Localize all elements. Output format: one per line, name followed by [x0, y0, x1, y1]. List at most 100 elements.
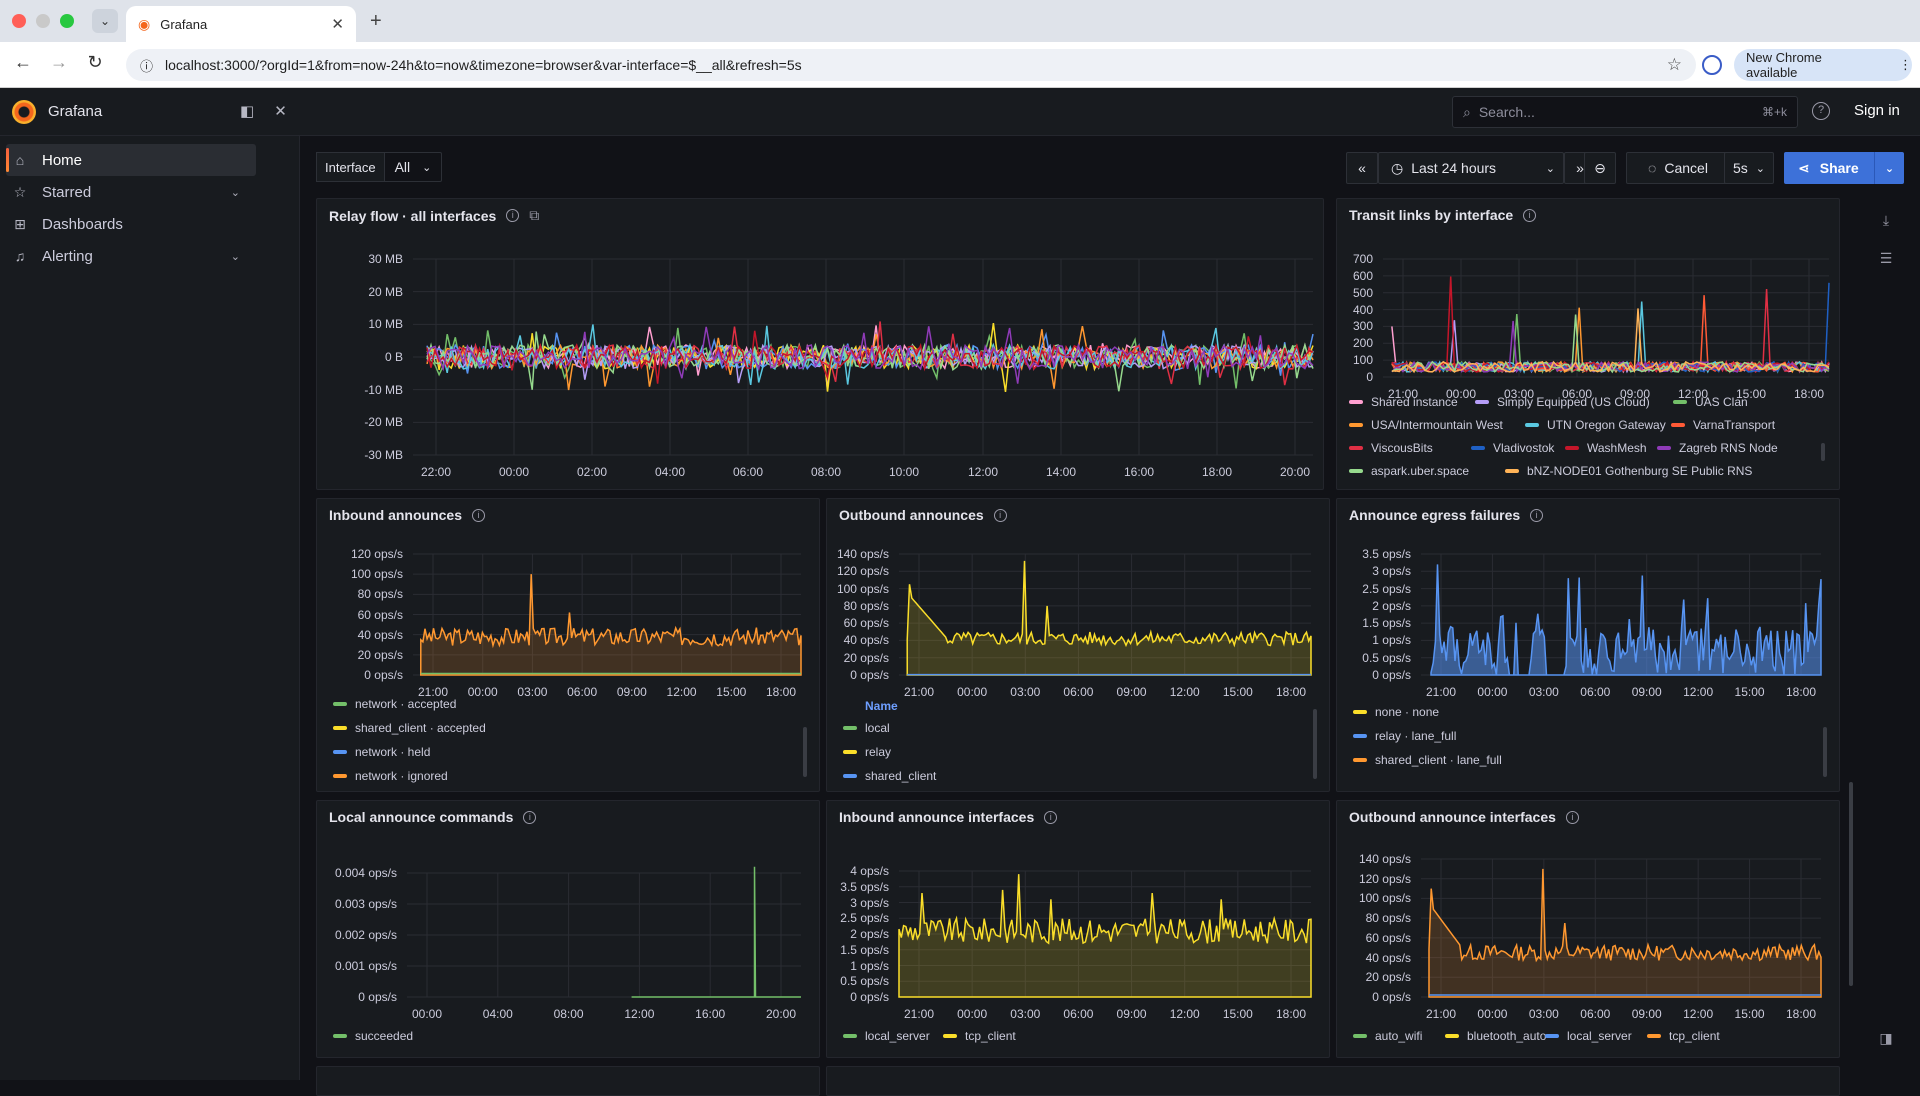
plot-area[interactable] [1337, 199, 1840, 490]
legend-item[interactable]: shared_client · accepted [333, 721, 486, 735]
legend-scrollbar[interactable] [1823, 727, 1827, 777]
chevron-down-icon[interactable]: ⌄ [230, 186, 240, 199]
plot-area[interactable] [317, 199, 1324, 490]
legend-item[interactable]: Simply Equipped (US Cloud) [1475, 395, 1650, 409]
panel-title-text[interactable]: Outbound announces [839, 507, 984, 523]
legend-item[interactable]: USA/Intermountain West [1349, 418, 1503, 432]
dock-panel-icon[interactable]: ◨ [1879, 1030, 1893, 1046]
panel-title-text[interactable]: Outbound announce interfaces [1349, 809, 1556, 825]
legend-item[interactable]: bluetooth_auto [1445, 1029, 1546, 1043]
sign-in-link[interactable]: Sign in [1854, 102, 1900, 119]
site-info-icon[interactable]: ⓘ [140, 58, 154, 74]
plot-area[interactable] [317, 801, 820, 1058]
dock-menu-icon[interactable]: ◧ [240, 103, 255, 120]
legend-item[interactable]: Zagreb RNS Node [1657, 441, 1778, 455]
tab-search-button[interactable]: ⌄ [92, 9, 118, 33]
legend-item[interactable]: local_server [1545, 1029, 1632, 1043]
legend-item[interactable]: succeeded [333, 1029, 413, 1043]
plot-area[interactable] [1337, 801, 1840, 1058]
minimize-window-button[interactable] [36, 14, 50, 28]
page-scrollbar[interactable] [1849, 782, 1853, 986]
time-range-picker[interactable]: ◷ Last 24 hours ⌄ [1378, 152, 1564, 184]
bookmark-star-icon[interactable]: ☆ [1666, 55, 1682, 74]
legend-item[interactable]: tcp_client [1647, 1029, 1720, 1043]
legend-item[interactable]: shared_client · lane_full [1353, 753, 1502, 767]
outline-icon[interactable]: ☰ [1879, 250, 1893, 266]
plot-area[interactable] [827, 801, 1330, 1058]
legend-item[interactable]: UTN Oregon Gateway [1525, 418, 1666, 432]
legend-item[interactable]: tcp_client [943, 1029, 1016, 1043]
legend-item[interactable]: network · held [333, 745, 430, 759]
legend-item[interactable]: relay [843, 745, 891, 759]
chevron-down-icon[interactable]: ⌄ [230, 250, 240, 263]
reload-icon[interactable]: ↻ [87, 52, 103, 72]
info-icon[interactable]: i [1523, 208, 1537, 222]
share-button[interactable]: ⋖ Share ⌄ [1784, 152, 1904, 184]
time-back-button[interactable]: « [1346, 152, 1378, 184]
legend-item[interactable]: aspark.uber.space [1349, 464, 1469, 478]
panel-title-text[interactable]: Inbound announce interfaces [839, 809, 1035, 825]
legend-item[interactable]: network · ignored [333, 769, 448, 783]
info-icon[interactable]: i [472, 508, 485, 522]
legend-item[interactable]: WashMesh [1565, 441, 1647, 455]
close-menu-icon[interactable]: ✕ [274, 103, 287, 120]
grafana-logo-icon[interactable] [12, 100, 36, 124]
legend-item[interactable]: bNZ-NODE01 Gothenburg SE Public RNS [1505, 464, 1752, 478]
legend-item[interactable]: none · none [1353, 705, 1439, 719]
info-icon[interactable]: i [1565, 810, 1579, 824]
share-options-chevron-icon[interactable]: ⌄ [1874, 152, 1904, 184]
legend-item[interactable]: ViscousBits [1349, 441, 1433, 455]
panel-title-text[interactable]: Relay flow · all interfaces [329, 207, 497, 224]
download-icon[interactable]: ⤓ [1882, 212, 1890, 228]
legend-item[interactable]: Shared instance [1349, 395, 1458, 409]
legend-item[interactable]: network · accepted [333, 697, 456, 711]
sidebar-item-home[interactable]: ⌂ Home [6, 144, 256, 176]
legend-item[interactable]: local [843, 721, 890, 735]
legend-item[interactable]: Vladivostok [1471, 441, 1554, 455]
info-icon[interactable]: i [1044, 810, 1058, 824]
legend-scrollbar[interactable] [1313, 709, 1317, 779]
close-tab-icon[interactable]: ✕ [331, 16, 344, 33]
legend-item[interactable]: relay · lane_full [1353, 729, 1456, 743]
panel-title-text[interactable]: Transit links by interface [1349, 207, 1514, 223]
zoom-out-button[interactable]: ⊖ [1584, 152, 1616, 184]
close-window-button[interactable] [12, 14, 26, 28]
plot-area[interactable] [827, 499, 1330, 792]
legend-item[interactable]: auto_wifi [1353, 1029, 1422, 1043]
help-icon[interactable]: ? [1812, 102, 1830, 120]
panel-title-text[interactable]: Local announce commands [329, 809, 514, 825]
variable-select[interactable]: All ⌄ [384, 152, 443, 182]
sidebar-item-alerting[interactable]: ♫ Alerting ⌄ [6, 240, 256, 272]
maximize-window-button[interactable] [60, 14, 74, 28]
back-icon[interactable]: ← [14, 52, 32, 72]
legend-item[interactable]: shared_client [843, 769, 936, 783]
legend-header[interactable]: Name [865, 699, 898, 713]
new-chrome-button[interactable]: New Chrome available ⋮ [1734, 49, 1912, 81]
more-menu-icon[interactable]: ⋮ [1899, 57, 1912, 72]
profile-icon[interactable] [1702, 55, 1722, 75]
legend-scrollbar[interactable] [803, 727, 807, 777]
legend-item[interactable]: UAS Clan [1673, 395, 1748, 409]
cancel-refresh-button[interactable]: ◌ Cancel [1626, 152, 1730, 184]
url-field[interactable]: ⓘ localhost:3000/?orgId=1&from=now-24h&t… [126, 49, 1696, 81]
new-tab-button[interactable]: + [370, 10, 382, 32]
forward-icon[interactable]: → [50, 52, 68, 72]
info-icon[interactable]: i [993, 508, 1007, 522]
info-icon[interactable]: i [506, 209, 520, 222]
info-icon[interactable]: i [1530, 508, 1544, 522]
info-icon[interactable]: i [523, 810, 537, 824]
panel-title-text[interactable]: Inbound announces [329, 507, 462, 523]
plot-area[interactable] [317, 499, 820, 792]
sidebar-item-dashboards[interactable]: ⊞ Dashboards [6, 208, 256, 240]
legend-item[interactable]: VarnaTransport [1671, 418, 1775, 432]
refresh-interval-picker[interactable]: 5s ⌄ [1724, 152, 1774, 184]
browser-tab[interactable]: ◉ Grafana ✕ [126, 6, 356, 42]
legend-item[interactable]: local_server [843, 1029, 930, 1043]
plot-area[interactable] [1337, 499, 1840, 792]
sidebar-item-starred[interactable]: ☆ Starred ⌄ [6, 176, 256, 208]
search-input[interactable]: ⌕ Search... ⌘+k [1452, 96, 1798, 128]
panel-link-icon[interactable]: ⧉ [529, 207, 540, 223]
legend-scrollbar[interactable] [1821, 443, 1825, 461]
right-rail: ⤓ ☰ ◨ [1866, 198, 1906, 1080]
panel-title-text[interactable]: Announce egress failures [1349, 507, 1521, 523]
